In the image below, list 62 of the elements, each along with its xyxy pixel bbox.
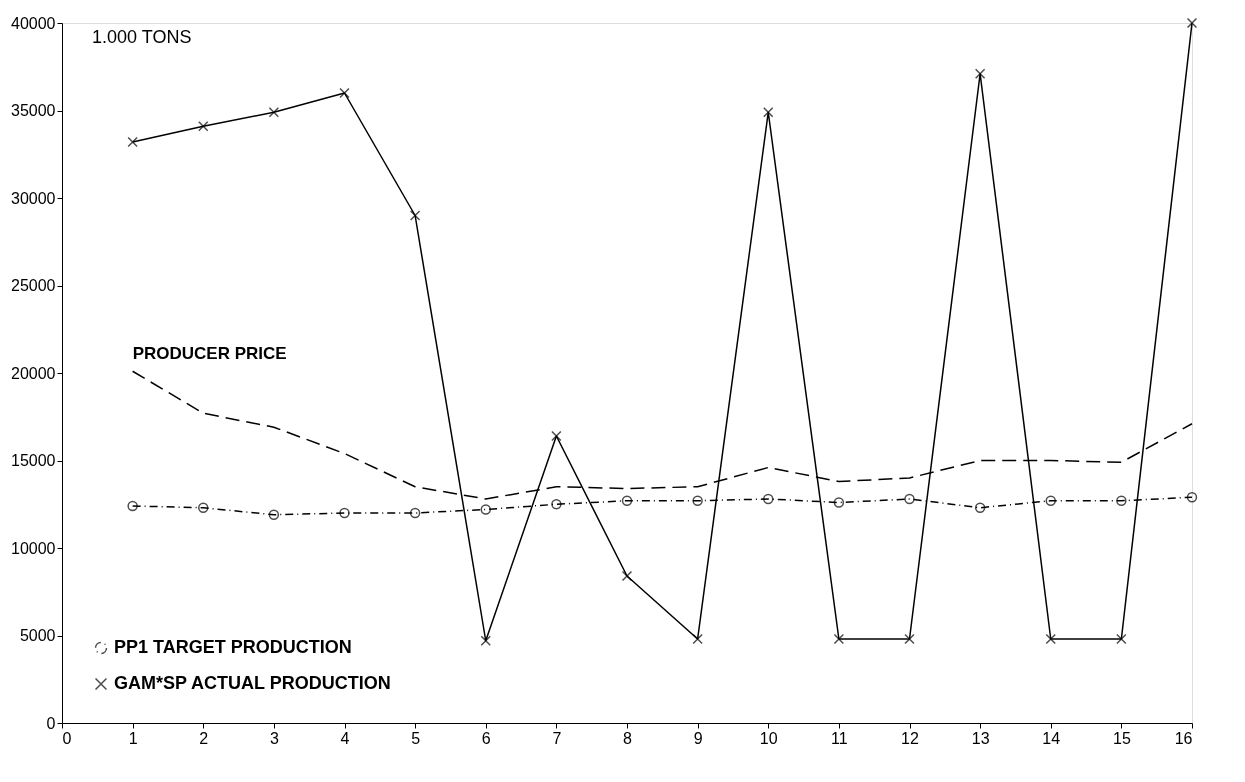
annotation: PRODUCER PRICE: [132, 344, 287, 364]
point: [198, 121, 209, 132]
point: [833, 497, 845, 508]
legend-label: PP1 TARGET PRODUCTION: [114, 637, 352, 657]
point: [692, 633, 703, 645]
point: [904, 493, 915, 505]
point: [974, 68, 986, 79]
point: [763, 107, 774, 118]
y-tick-label: 30000: [11, 189, 56, 207]
point: [621, 495, 633, 506]
point: [904, 633, 915, 645]
x-tick-label: 12: [901, 729, 919, 747]
x-tick-label: 2: [199, 729, 209, 747]
y-tick-label: 20000: [11, 364, 56, 382]
x-tick-label: 0: [62, 729, 72, 747]
y-tick-label: 35000: [11, 102, 56, 119]
point: [551, 499, 562, 510]
point: [621, 570, 633, 582]
x-tick-label: 16: [1174, 729, 1193, 747]
x-tick-label: 1: [128, 729, 138, 747]
point: [974, 502, 986, 513]
y-tick-label: 0: [46, 714, 56, 732]
y-tick-label: 10000: [11, 539, 56, 557]
x-tick-label: 5: [411, 729, 421, 747]
point: [127, 136, 138, 148]
point: [1116, 633, 1127, 645]
point: [763, 493, 774, 505]
point: [268, 509, 280, 520]
x-tick-label: 15: [1112, 729, 1131, 747]
y-axis-title: 1.000 TONS: [92, 27, 192, 47]
x-tick-label: 8: [623, 729, 633, 747]
x-tick-label: 13: [971, 729, 990, 747]
point: [1186, 17, 1198, 29]
point: [1045, 633, 1056, 645]
point: [268, 107, 280, 118]
x-tick-label: 14: [1042, 729, 1061, 747]
x-tick-label: 6: [481, 729, 491, 747]
x-tick-label: 4: [340, 729, 350, 747]
x-tick-label: 7: [552, 729, 562, 747]
point: [480, 504, 491, 515]
point: [409, 210, 421, 221]
point: [692, 495, 703, 506]
x-tick-label: 10: [759, 729, 778, 747]
y-tick-label: 15000: [11, 452, 56, 469]
point: [198, 502, 209, 513]
x-tick-label: 3: [269, 729, 279, 747]
point: [1186, 492, 1198, 503]
point: [127, 500, 138, 512]
legend-label: GAM*SP ACTUAL PRODUCTION: [114, 673, 391, 693]
point: [1116, 495, 1127, 506]
point: [833, 633, 845, 645]
x-tick-label: 11: [831, 729, 848, 747]
point: [339, 87, 350, 99]
y-tick-label: 40000: [11, 14, 56, 32]
point: [1045, 495, 1056, 506]
point: [551, 430, 562, 442]
y-tick-label: 25000: [11, 277, 56, 294]
y-tick-label: 5000: [19, 627, 56, 644]
x-tick-label: 9: [693, 729, 703, 747]
point: [409, 507, 421, 519]
point: [480, 635, 491, 646]
point: [339, 507, 350, 519]
